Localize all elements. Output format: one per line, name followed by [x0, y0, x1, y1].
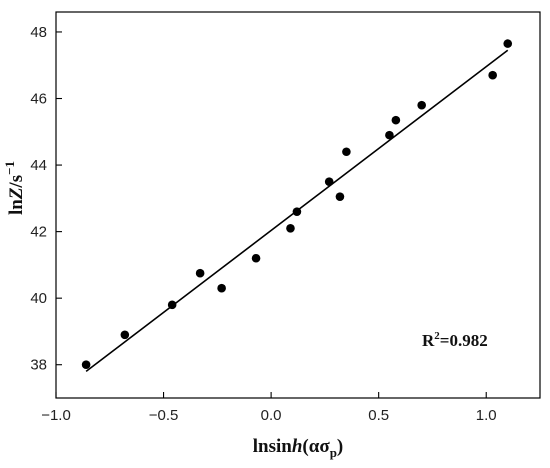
y-tick-label: 42 — [30, 224, 47, 241]
x-tick-label: −0.5 — [149, 407, 179, 424]
data-point — [195, 268, 205, 278]
data-point — [335, 192, 345, 201]
data-point — [292, 207, 302, 216]
data-point — [391, 115, 401, 125]
x-axis-title: lnsinh(ασp) — [253, 436, 344, 460]
data-point — [385, 130, 394, 140]
y-tick-label: 40 — [30, 290, 47, 307]
y-tick-label: 44 — [30, 157, 47, 174]
plot-frame — [55, 11, 541, 399]
x-tick-label: −1.0 — [41, 407, 71, 424]
x-tick-label: 0.0 — [261, 407, 282, 424]
x-axis-ticks: −1.0 −0.5 0.0 0.5 1.0 — [41, 392, 497, 424]
y-axis-ticks: 38 40 42 44 46 48 — [30, 24, 62, 374]
y-tick-label: 48 — [30, 24, 47, 41]
data-point — [81, 360, 91, 370]
data-points — [81, 39, 513, 370]
data-point — [488, 70, 497, 80]
data-point — [120, 330, 130, 340]
data-point — [167, 300, 177, 310]
data-point — [417, 100, 426, 110]
y-axis-title: lnZ/s−1 — [2, 161, 27, 215]
y-tick-label: 46 — [30, 91, 47, 108]
x-tick-label: 1.0 — [476, 407, 497, 424]
data-point — [324, 177, 334, 187]
data-point — [342, 147, 351, 157]
r-squared-annotation: R2=0.982 — [422, 330, 488, 350]
data-point — [503, 39, 513, 48]
data-point — [286, 223, 295, 233]
data-point — [217, 283, 226, 293]
data-point — [251, 253, 261, 263]
y-tick-label: 38 — [30, 357, 47, 374]
x-tick-label: 0.5 — [368, 407, 389, 424]
